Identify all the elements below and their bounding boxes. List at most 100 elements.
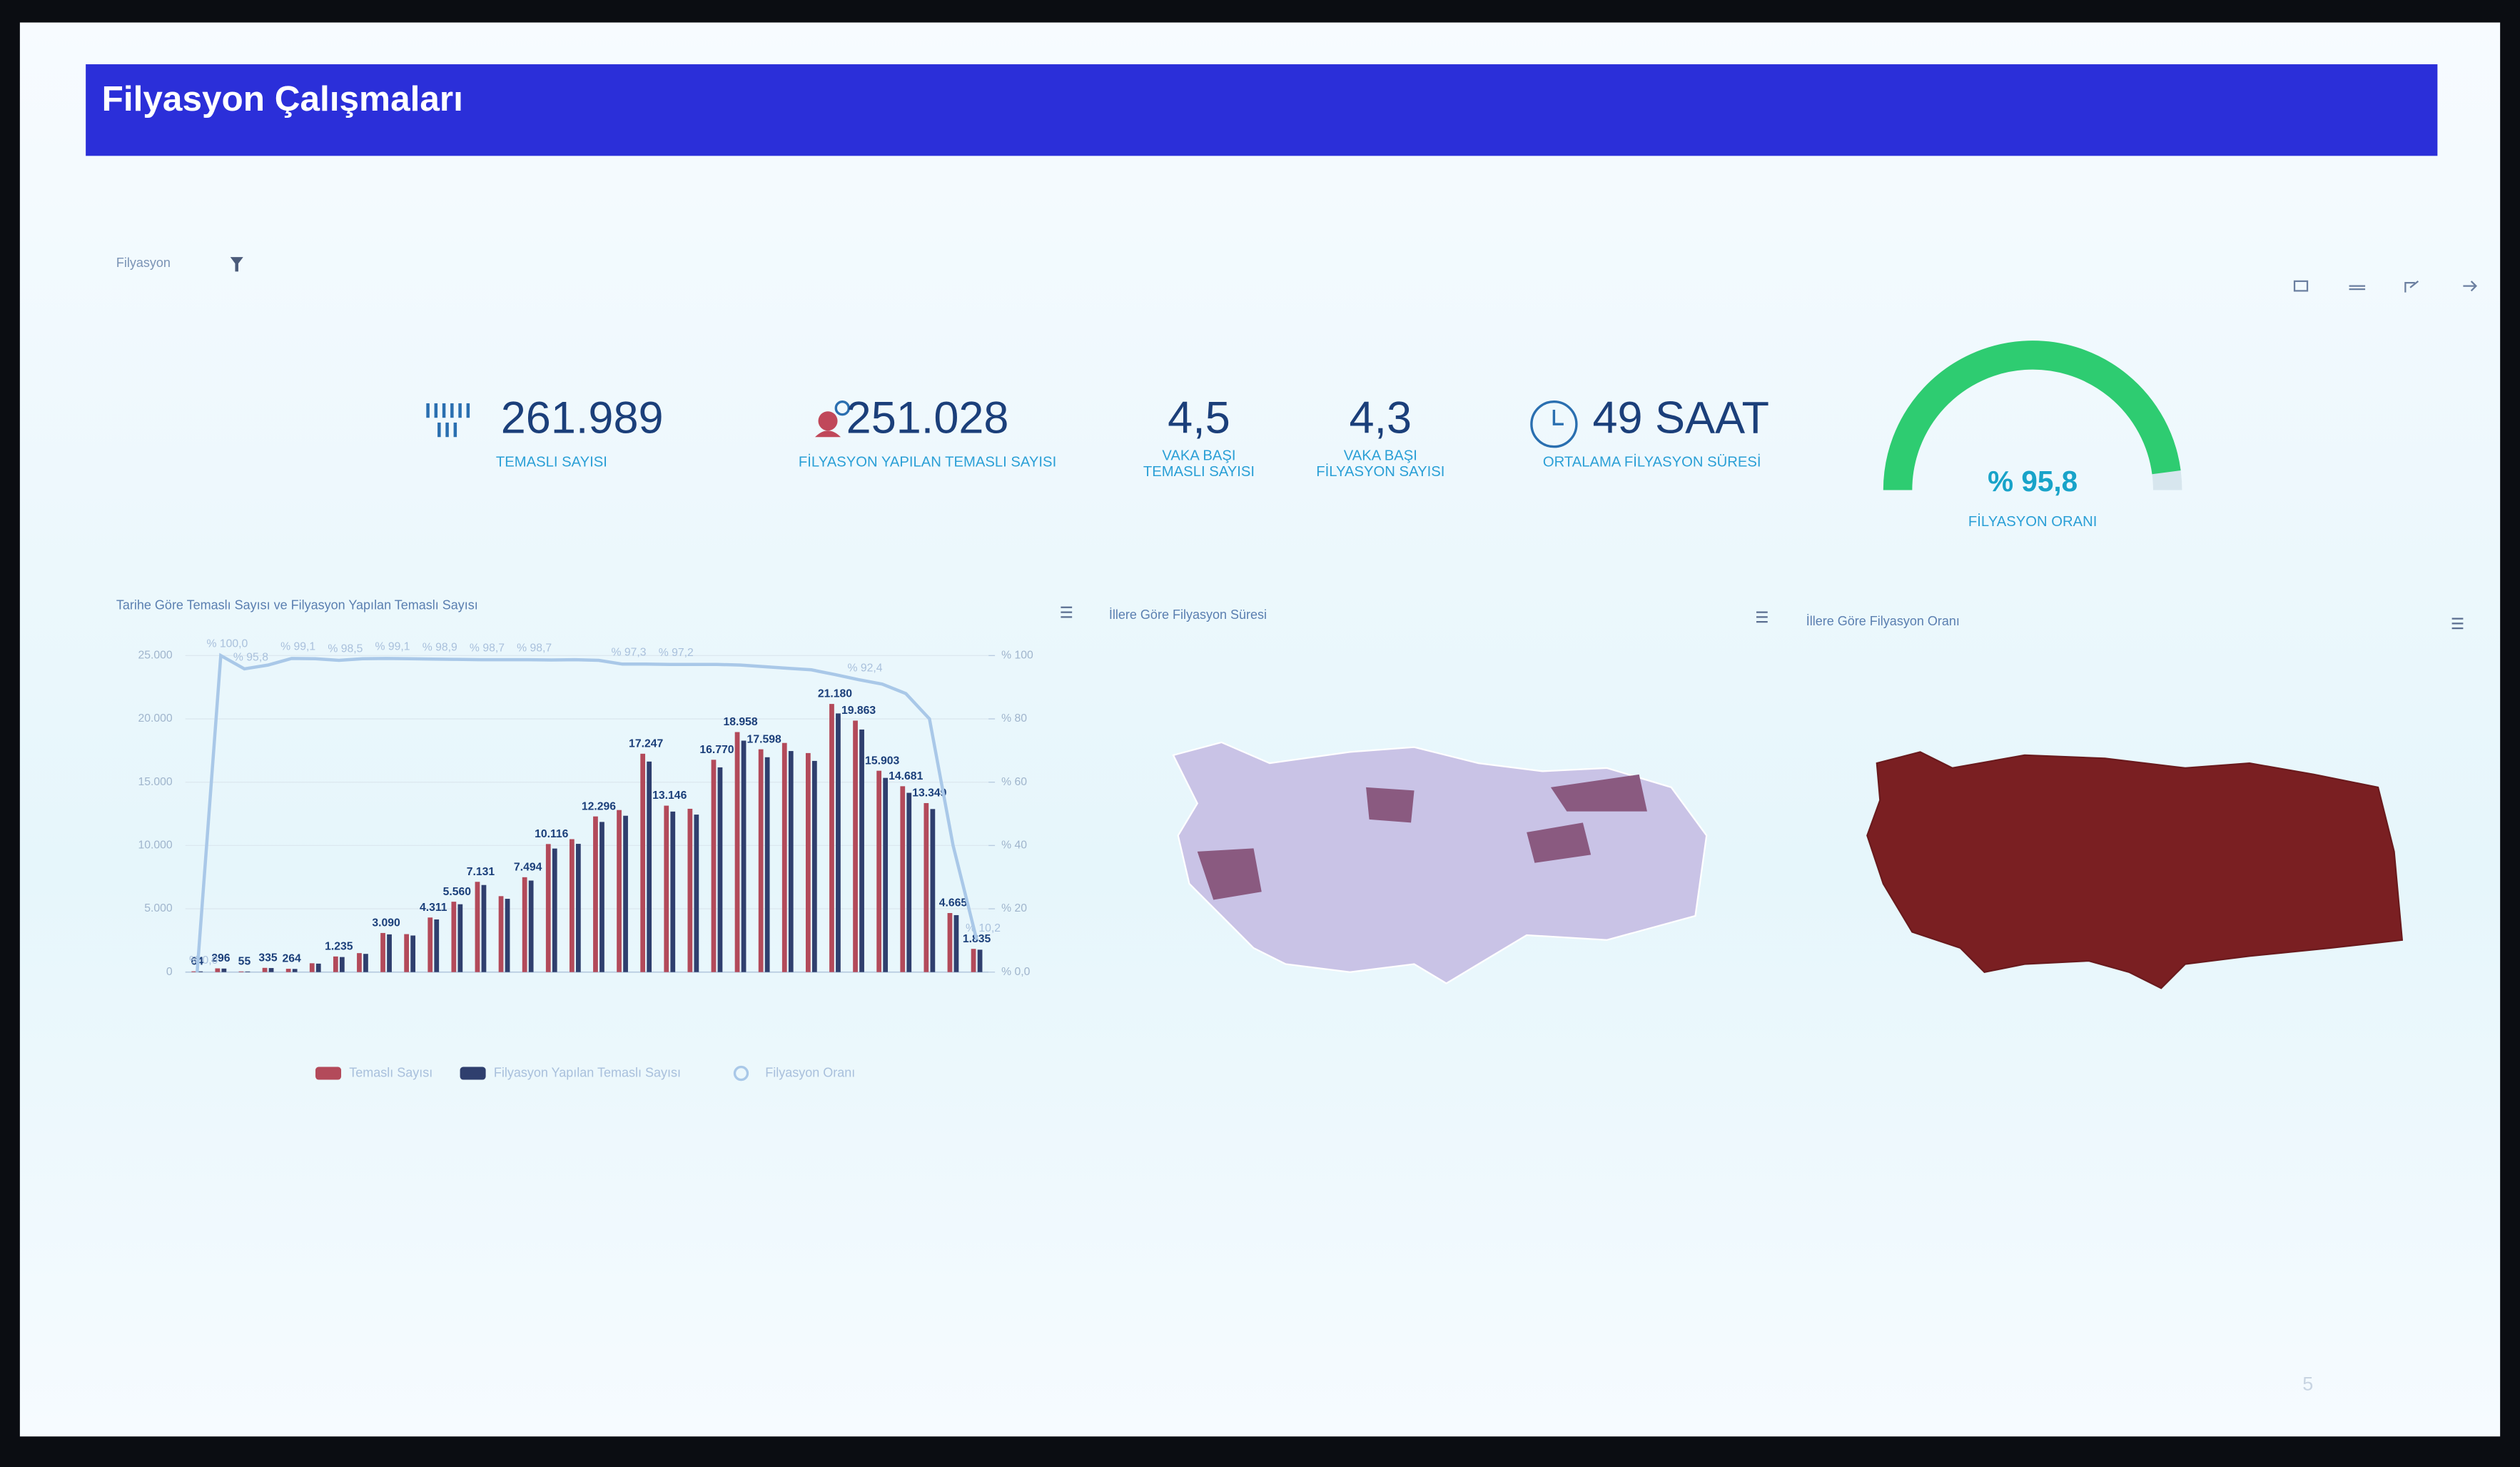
- kpi-icon-people: [426, 403, 470, 438]
- bar: [575, 844, 581, 972]
- kpi-value: 49 SAAT: [1592, 393, 1769, 443]
- page-number: 5: [2302, 1373, 2313, 1394]
- kpi-value: 251.028: [846, 393, 1009, 443]
- bar-value-label: 4.665: [939, 897, 968, 909]
- header-bar: [86, 64, 2438, 156]
- bar: [647, 761, 652, 972]
- legend-label: Filyasyon Oranı: [765, 1065, 855, 1079]
- kpi-icon-search: [815, 400, 850, 438]
- bar-value-label: 335: [258, 952, 278, 964]
- map-title: İllere Göre Filyasyon Süresi: [1109, 608, 1267, 622]
- bar: [387, 934, 392, 972]
- kpi-label: VAKA BAŞI: [1162, 448, 1235, 464]
- bar: [404, 934, 410, 972]
- bar: [883, 777, 889, 972]
- bar: [836, 713, 841, 972]
- y-tick-label: 10.000: [138, 840, 173, 852]
- line-value-label: % 97,2: [659, 647, 694, 659]
- bar: [617, 810, 622, 972]
- line-value-label: % 99,1: [280, 641, 315, 653]
- bar: [498, 896, 504, 972]
- bar-value-label: 10.116: [535, 828, 569, 840]
- line-value-label: % 98,7: [470, 642, 505, 655]
- bar: [906, 792, 912, 972]
- bar: [427, 917, 433, 972]
- bar: [569, 839, 575, 972]
- menu-icons: [1061, 606, 2464, 630]
- bar: [363, 954, 368, 972]
- map-title: İllere Göre Filyasyon Oranı: [1806, 614, 1960, 628]
- kpi-label: TEMASLI SAYISI: [496, 455, 607, 470]
- bar: [357, 953, 362, 972]
- toolbar-icon[interactable]: [2404, 281, 2419, 293]
- line-value-label: % 0,0: [189, 954, 218, 967]
- bar-value-label: 18.958: [723, 716, 757, 728]
- line: [196, 652, 978, 972]
- bar-value-label: 55: [238, 955, 251, 967]
- bar: [734, 732, 740, 972]
- bar-value-label: 17.247: [629, 737, 663, 750]
- bar: [687, 808, 693, 972]
- bar: [781, 742, 787, 972]
- y-tick-label: 0: [166, 966, 173, 978]
- menu-icon[interactable]: [2451, 617, 2464, 630]
- legend-label: Filyasyon Yapılan Temaslı Sayısı: [494, 1065, 681, 1079]
- bar: [545, 844, 551, 972]
- kpi-label: ORTALAMA FİLYASYON SÜRESİ: [1543, 454, 1761, 470]
- bar-value-label: 7.494: [514, 861, 542, 873]
- bar-value-label: 5.560: [443, 886, 472, 898]
- bar: [640, 753, 646, 972]
- bar: [552, 848, 557, 972]
- toolbar-icon[interactable]: [2463, 281, 2477, 292]
- bar: [623, 815, 628, 972]
- bar: [309, 963, 315, 972]
- bar-value-label: 3.090: [372, 917, 400, 929]
- kpi-value: 4,3: [1350, 393, 1412, 443]
- kpi-label: VAKA BAŞI: [1344, 448, 1417, 464]
- bar: [717, 767, 723, 972]
- bar-value-label: 16.770: [699, 744, 734, 756]
- map-turkey-ratio[interactable]: [1866, 751, 2404, 989]
- bar: [900, 786, 906, 972]
- bar-value-label: 1.235: [325, 940, 353, 952]
- line-value-label: % 95,8: [233, 651, 268, 663]
- bar: [522, 877, 527, 972]
- kpi-label: FİLYASYON SAYISI: [1316, 463, 1444, 480]
- bar: [292, 969, 298, 972]
- bar: [333, 956, 338, 972]
- bar: [829, 704, 834, 972]
- bar: [599, 822, 604, 972]
- toolbar-icon[interactable]: [2349, 285, 2366, 291]
- kpi-label: FİLYASYON YAPILAN TEMASLI SAYISI: [799, 454, 1056, 470]
- header-title: Filyasyon Çalışmaları: [102, 79, 463, 119]
- line-value-label: % 97,3: [612, 647, 647, 659]
- bar: [481, 884, 487, 972]
- bar: [694, 815, 699, 972]
- toolbar-icon[interactable]: [2293, 280, 2309, 292]
- menu-icon[interactable]: [1756, 611, 1768, 623]
- bar: [339, 957, 345, 972]
- y2-tick-label: % 80: [1001, 712, 1027, 725]
- bar: [805, 752, 811, 972]
- filter-label[interactable]: Filyasyon: [116, 256, 171, 270]
- y2-tick-label: % 60: [1001, 776, 1027, 788]
- line-value-label: % 100,0: [206, 638, 248, 650]
- bar: [977, 949, 983, 972]
- legend-swatch: [460, 1067, 486, 1080]
- bar: [953, 914, 959, 972]
- y2-tick-label: % 40: [1001, 840, 1027, 852]
- bar: [859, 729, 864, 972]
- kpi-value: 261.989: [501, 393, 664, 443]
- line-value-label: % 10,2: [966, 922, 1001, 934]
- bar: [670, 811, 676, 972]
- bar: [811, 760, 817, 972]
- filter-icon[interactable]: [230, 257, 243, 272]
- menu-icon[interactable]: [1061, 606, 1073, 618]
- bar-value-label: 13.349: [912, 787, 946, 800]
- bar: [971, 949, 976, 972]
- bar: [285, 969, 291, 972]
- chart-title: Tarihe Göre Temaslı Sayısı ve Filyasyon …: [116, 598, 478, 612]
- gauge-label: FİLYASYON ORANI: [1968, 513, 2097, 530]
- bar: [924, 802, 929, 972]
- bar: [711, 760, 717, 972]
